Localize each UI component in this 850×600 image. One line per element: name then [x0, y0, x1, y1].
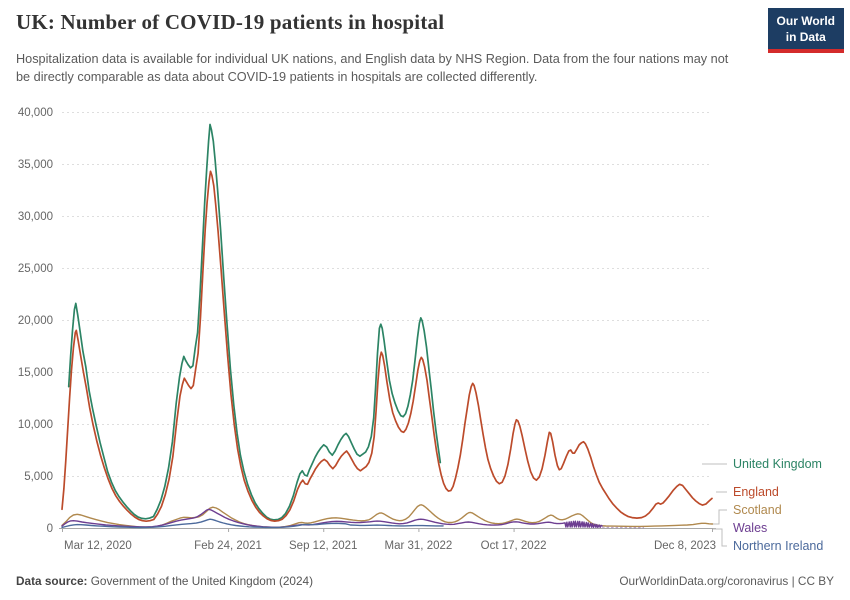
legend-item-england[interactable]: England: [733, 485, 779, 499]
series-northern-ireland: [61, 518, 444, 529]
y-axis: 0 5,000 10,000 15,000 20,000 25,000 30,000 35,0…: [18, 107, 53, 535]
svg-text:Dec 8, 2023: Dec 8, 2023: [654, 540, 716, 552]
legend-item-united-kingdom[interactable]: United Kingdom: [733, 457, 822, 471]
data-source: Data source: Government of the United Ki…: [16, 574, 313, 588]
owid-logo[interactable]: Our World in Data: [767, 8, 844, 54]
page-title: UK: Number of COVID-19 patients in hospi…: [16, 10, 445, 34]
legend-connectors: [702, 463, 727, 547]
svg-text:Sep 12, 2021: Sep 12, 2021: [289, 540, 357, 552]
chart-subtitle: Hospitalization data is available for in…: [16, 52, 729, 85]
data-source-label: Data source:: [16, 574, 88, 588]
series-wales: [61, 508, 603, 529]
svg-text:0: 0: [47, 523, 53, 535]
svg-text:Mar 12, 2020: Mar 12, 2020: [64, 540, 132, 552]
gridlines: [59, 112, 716, 529]
series-scotland: [61, 504, 714, 528]
owid-coronavirus-link[interactable]: OurWorldinData.org/coronavirus | CC BY: [619, 574, 834, 588]
data-source-text: Government of the United Kingdom (2024): [87, 574, 314, 588]
svg-text:35,000: 35,000: [18, 159, 53, 171]
svg-text:5,000: 5,000: [24, 471, 53, 483]
svg-text:25,000: 25,000: [18, 263, 53, 275]
svg-text:10,000: 10,000: [18, 419, 53, 431]
series-england: [61, 170, 713, 523]
svg-text:30,000: 30,000: [18, 211, 53, 223]
owid-logo-line2: in Data: [785, 29, 826, 44]
svg-text:Feb 24, 2021: Feb 24, 2021: [194, 540, 262, 552]
x-axis: Mar 12, 2020 Feb 24, 2021 Sep 12, 2021 Mar …: [62, 528, 716, 552]
svg-text:20,000: 20,000: [18, 315, 53, 327]
owid-logo-line1: Our World: [776, 14, 835, 28]
svg-text:Oct 17, 2022: Oct 17, 2022: [481, 540, 547, 552]
legend-item-wales[interactable]: Wales: [733, 521, 768, 535]
series-united-kingdom: [67, 123, 442, 521]
legend-item-scotland[interactable]: Scotland: [733, 503, 782, 517]
legend-item-northern-ireland[interactable]: Northern Ireland: [733, 539, 824, 553]
svg-text:Mar 31, 2022: Mar 31, 2022: [385, 540, 453, 552]
svg-text:40,000: 40,000: [18, 107, 53, 119]
svg-text:15,000: 15,000: [18, 367, 53, 379]
